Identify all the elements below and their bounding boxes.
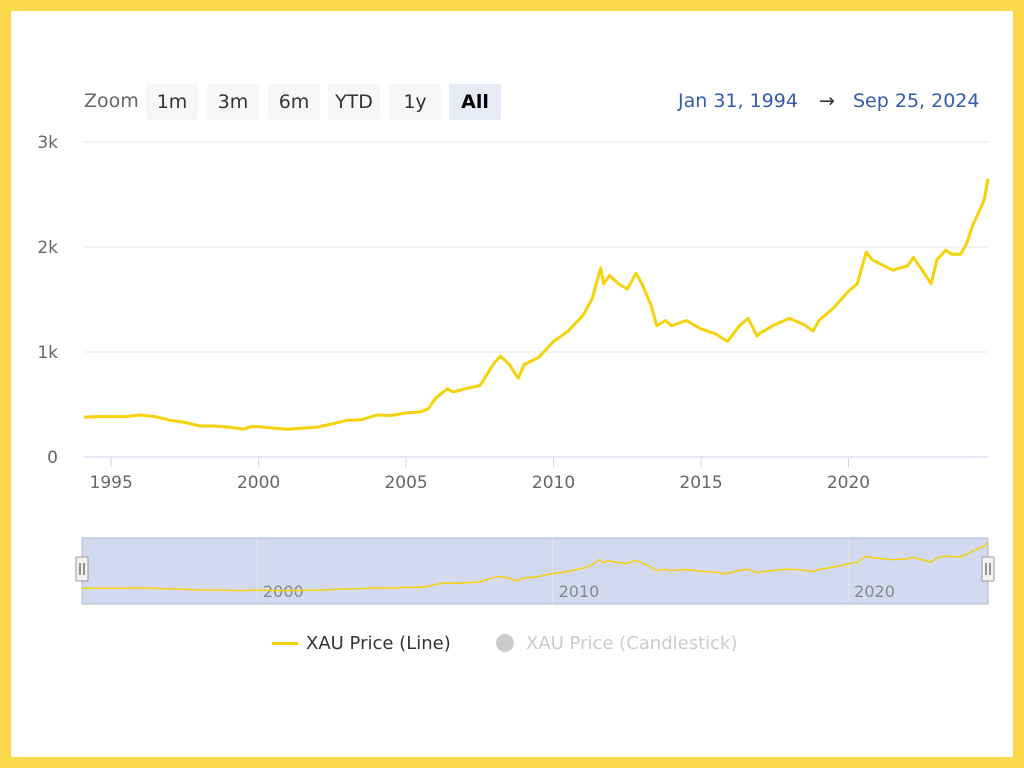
zoom-all-button[interactable]: All bbox=[449, 84, 501, 120]
y-axis: 0 1k 2k 3k bbox=[37, 133, 58, 468]
navigator: 2000 2010 2020 bbox=[75, 537, 995, 605]
legend-item-line[interactable]: XAU Price (Line) bbox=[272, 630, 451, 656]
range-arrow: → bbox=[819, 90, 835, 112]
navigator-year-label: 2010 bbox=[559, 582, 600, 601]
navigator-mask bbox=[82, 538, 988, 604]
handle-body bbox=[981, 556, 995, 582]
legend-line-label: XAU Price (Line) bbox=[306, 632, 451, 654]
chart-card bbox=[11, 11, 1013, 757]
y-tick-label: 0 bbox=[47, 448, 58, 468]
range-to-input[interactable]: Sep 25, 2024 bbox=[853, 90, 980, 112]
x-tick-label: 2010 bbox=[532, 473, 575, 493]
plot-area bbox=[83, 178, 990, 431]
legend-item-candlestick[interactable]: XAU Price (Candlestick) bbox=[496, 630, 737, 656]
y-tick-label: 3k bbox=[37, 133, 58, 153]
x-tick-label: 2000 bbox=[237, 473, 280, 493]
legend-line-icon bbox=[272, 641, 298, 645]
zoom-1y-button[interactable]: 1y bbox=[389, 84, 441, 120]
x-tick-label: 1995 bbox=[90, 473, 133, 493]
navigator-right-handle[interactable] bbox=[981, 556, 995, 582]
handle-body bbox=[75, 556, 89, 582]
x-axis: 1995 2000 2005 2010 2015 2020 bbox=[90, 457, 870, 493]
range-from-input[interactable]: Jan 31, 1994 bbox=[678, 90, 798, 112]
navigator-year-label: 2020 bbox=[854, 582, 895, 601]
zoom-label: Zoom bbox=[84, 90, 139, 112]
x-tick-label: 2020 bbox=[827, 473, 870, 493]
navigator-year-label: 2000 bbox=[263, 582, 304, 601]
navigator-left-handle[interactable] bbox=[75, 556, 89, 582]
x-tick-label: 2015 bbox=[679, 473, 722, 493]
y-tick-label: 2k bbox=[37, 238, 58, 258]
legend-candlestick-icon bbox=[496, 634, 514, 652]
series-line bbox=[83, 178, 990, 431]
zoom-ytd-button[interactable]: YTD bbox=[328, 84, 380, 120]
navigator-series bbox=[81, 541, 989, 592]
y-tick-label: 1k bbox=[37, 343, 58, 363]
x-tick-label: 2005 bbox=[384, 473, 427, 493]
zoom-6m-button[interactable]: 6m bbox=[268, 84, 320, 120]
zoom-1m-button[interactable]: 1m bbox=[146, 84, 198, 120]
grid-lines bbox=[84, 141, 988, 458]
legend-candlestick-label: XAU Price (Candlestick) bbox=[526, 632, 738, 654]
zoom-3m-button[interactable]: 3m bbox=[207, 84, 259, 120]
